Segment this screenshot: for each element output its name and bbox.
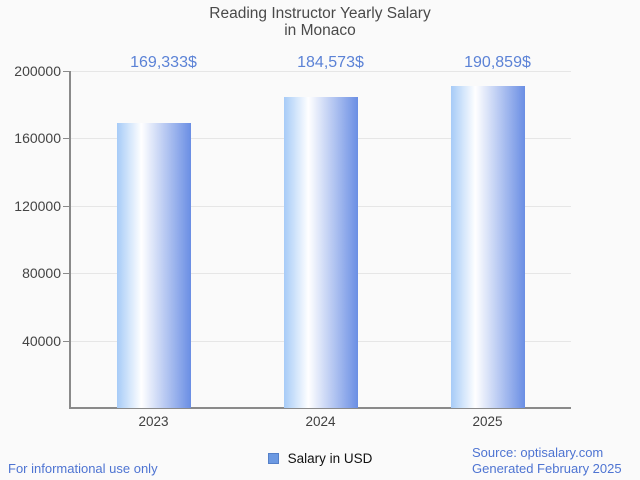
chart-title-line1: Reading Instructor Yearly Salary [209,5,431,22]
value-label: 184,573$ [297,54,364,71]
bar-2024 [283,96,358,408]
legend: Salary in USD [0,451,640,466]
y-axis-line [69,71,71,409]
bar-2023 [116,122,191,408]
x-axis-label: 2023 [138,414,169,429]
value-label: 169,333$ [130,54,197,71]
gridline [70,71,571,72]
footer-source-block: Source: optisalary.com Generated Februar… [472,445,622,477]
footer-source: Source: optisalary.com [472,445,604,460]
footer-disclaimer: For informational use only [8,461,158,476]
bar-2025 [450,86,525,408]
y-axis-label: 200000 [14,63,61,79]
legend-label: Salary in USD [287,451,373,466]
y-axis-label: 80000 [22,265,61,282]
y-axis-label: 120000 [14,197,61,214]
footer-generated: Generated February 2025 [472,461,622,476]
legend-swatch-icon [267,453,279,464]
x-axis-label: 2024 [305,414,336,429]
y-axis-tick [63,340,70,342]
y-axis-label: 160000 [14,130,61,147]
chart-title-line2: in Monaco [284,22,356,39]
y-axis-tick [63,273,70,275]
x-axis-label: 2025 [472,414,503,429]
y-axis-label: 40000 [22,332,61,349]
value-label: 190,859$ [464,54,531,71]
y-axis-tick [63,138,70,140]
y-axis-tick [63,71,70,72]
chart-title: Reading Instructor Yearly Salary in Mona… [0,5,640,39]
y-axis-tick [63,205,70,207]
x-axis-line [69,407,571,409]
